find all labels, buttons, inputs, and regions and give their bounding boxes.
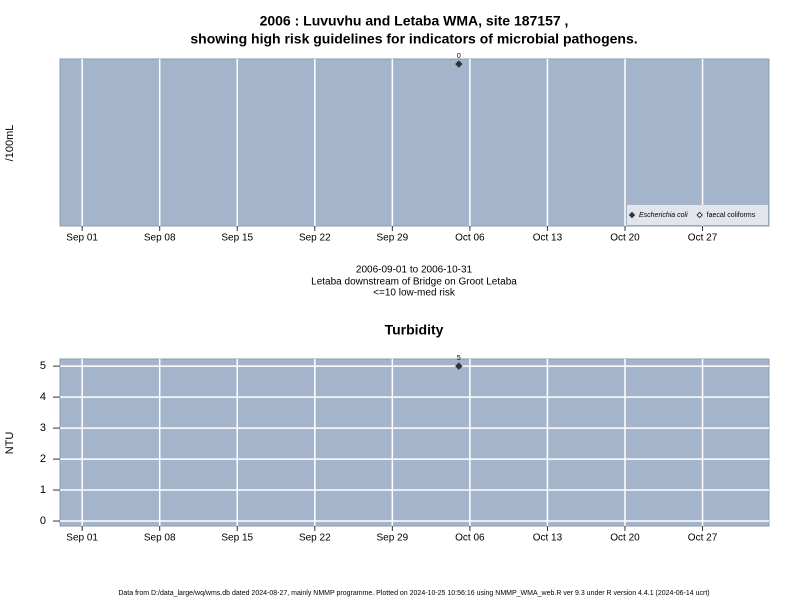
y-axis-label: /100mL [4,125,16,162]
data-label: 0 [457,53,461,60]
x-tick-label: Oct 20 [610,533,640,544]
x-tick-label: Oct 13 [533,233,563,244]
x-tick-label: Sep 01 [66,533,98,544]
y-axis-label: NTU [4,432,16,455]
legend: Escherichia coli faecal coliforms [627,205,768,225]
caption: Letaba downstream of Bridge on Groot Let… [311,277,517,288]
x-tick-label: Oct 06 [455,233,485,244]
x-tick-label: Sep 15 [221,233,253,244]
x-tick-label: Oct 06 [455,533,485,544]
x-tick-label: Sep 29 [376,233,408,244]
y-tick-label: 3 [40,422,46,434]
x-tick-label: Sep 22 [299,533,331,544]
y-tick-label: 1 [40,484,46,496]
x-tick-label: Sep 22 [299,233,331,244]
plot-area [59,58,770,227]
data-point [455,60,463,68]
y-tick-label: 0 [40,515,46,527]
x-tick-label: Oct 20 [610,233,640,244]
y-tick-label: 2 [40,453,46,465]
x-tick-label: Sep 08 [144,233,176,244]
x-tick-label: Sep 15 [221,533,253,544]
y-tick-label: 4 [40,391,46,403]
y-tick-label: 5 [40,360,46,372]
x-tick-label: Sep 08 [144,533,176,544]
x-tick-label: Oct 13 [533,533,563,544]
x-tick-label: Oct 27 [688,233,718,244]
footer: Data from D:/data_large/wq/wms.db dated … [118,590,709,597]
legend-marker [696,211,703,219]
x-tick-label: Sep 01 [66,233,98,244]
x-tick-label: Oct 27 [688,533,718,544]
caption: <=10 low-med risk [373,288,456,299]
data-label: 5 [457,355,461,362]
chart-title: Turbidity [385,322,444,338]
legend-marker [628,211,636,219]
plot-area [59,358,770,527]
data-point [455,362,463,370]
caption: 2006-09-01 to 2006-10-31 [356,265,473,276]
x-tick-label: Sep 29 [376,533,408,544]
legend-label: Escherichia coli [639,212,688,219]
chart-title: 2006 : Luvuvhu and Letaba WMA, site 1871… [260,13,569,29]
legend-label: faecal coliforms [707,212,756,219]
chart-title: showing high risk guidelines for indicat… [190,31,637,47]
